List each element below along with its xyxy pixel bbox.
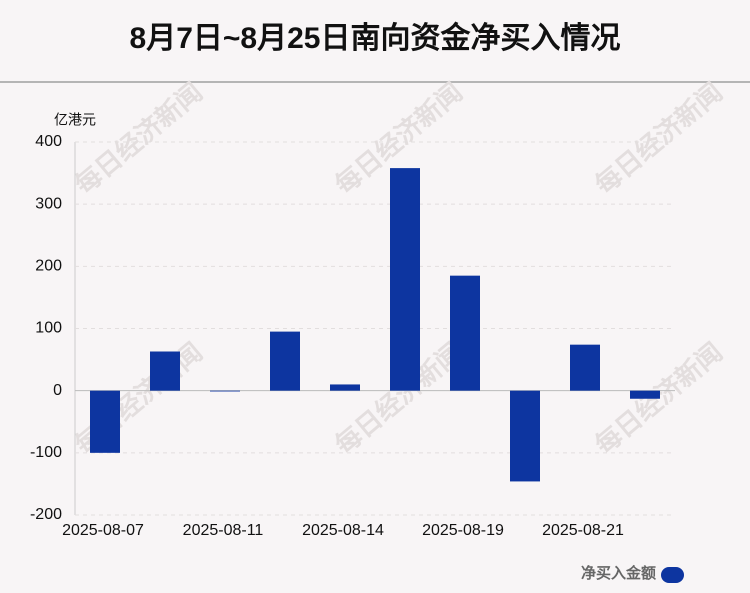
bar [330, 384, 360, 391]
y-tick-label: 400 [35, 133, 62, 150]
bar [390, 168, 420, 391]
bar [210, 390, 240, 392]
x-tick-label: 2025-08-07 [62, 522, 144, 539]
y-tick-label: -200 [30, 506, 62, 523]
chart-title: 8月7日~8月25日南向资金净买入情况 [130, 21, 621, 55]
y-axis-label: 亿港元 [54, 112, 96, 128]
legend-label: 净买入金额 [581, 564, 656, 582]
bar [150, 351, 180, 391]
y-tick-label: 200 [35, 258, 62, 275]
x-tick-label: 2025-08-14 [302, 522, 384, 539]
bar [630, 390, 660, 399]
y-tick-label: -100 [30, 444, 62, 461]
watermark: 每日经济新闻 [69, 77, 208, 200]
bar [450, 275, 480, 391]
watermark: 每日经济新闻 [589, 77, 728, 200]
legend-swatch [661, 567, 684, 583]
x-tick-label: 2025-08-11 [183, 522, 264, 539]
bar [510, 390, 540, 482]
x-tick-label: 2025-08-19 [422, 522, 504, 539]
bar [90, 390, 120, 453]
y-tick-label: 300 [35, 195, 62, 212]
x-tick-label: 2025-08-21 [542, 522, 624, 539]
y-tick-label: 100 [35, 320, 62, 337]
y-tick-label: 0 [53, 382, 62, 399]
bar [270, 331, 300, 391]
bar [570, 344, 600, 391]
